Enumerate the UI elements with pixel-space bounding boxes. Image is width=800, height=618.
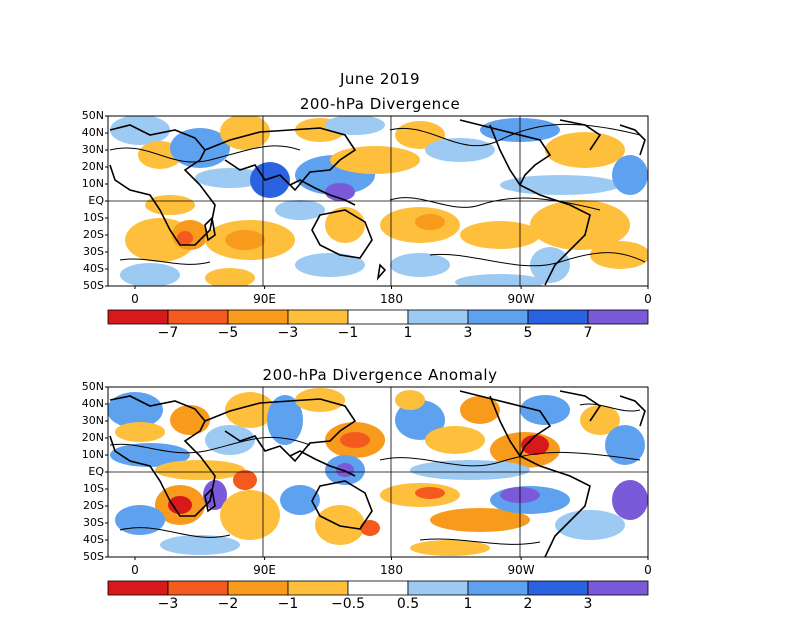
colorbar-swatch — [287, 309, 349, 325]
colorbar-swatch — [407, 309, 469, 325]
lat-label: 30N — [81, 143, 104, 156]
lat-label: 30N — [81, 414, 104, 427]
lat-label: 30S — [83, 245, 104, 258]
lat-label: EQ — [88, 194, 104, 207]
lon-label: 90W — [507, 563, 535, 577]
colorbar-swatch — [467, 580, 529, 596]
panel-2-shading — [108, 388, 648, 556]
lon-label: 180 — [380, 563, 403, 577]
lat-label: 50S — [83, 550, 104, 563]
panel-1-title: 200-hPa Divergence — [299, 95, 461, 113]
lon-label: 0 — [644, 563, 652, 577]
lat-label: 50S — [83, 279, 104, 292]
colorbar-swatch — [587, 309, 649, 325]
panel-2-ticks — [105, 386, 649, 560]
colorbar-label: 2 — [523, 596, 533, 612]
colorbar-swatch — [527, 309, 589, 325]
panel-2-contours — [109, 403, 641, 545]
colorbar-swatch — [527, 580, 589, 596]
panel-2-colorbar — [107, 580, 649, 596]
colorbar-swatch — [227, 309, 289, 325]
colorbar-swatch — [167, 309, 229, 325]
lon-label: 90E — [253, 563, 277, 577]
colorbar-label: −0.5 — [331, 596, 365, 612]
colorbar-swatch — [107, 580, 169, 596]
colorbar-swatch — [407, 580, 469, 596]
lon-label: 0 — [644, 292, 652, 306]
panel-1-map — [108, 116, 648, 286]
lat-label: 10S — [83, 482, 104, 495]
colorbar-label: −3 — [157, 596, 179, 612]
colorbar-label: 7 — [583, 325, 593, 341]
lat-label: 10N — [81, 448, 104, 461]
colorbar-label: 5 — [523, 325, 533, 341]
colorbar-swatch — [467, 309, 529, 325]
lon-label: 90W — [507, 292, 535, 306]
colorbar-swatch — [167, 580, 229, 596]
lat-label: 20S — [83, 228, 104, 241]
panel-1-colorbar — [107, 309, 649, 325]
panel-2-title: 200-hPa Divergence Anomaly — [262, 366, 498, 384]
panel-1-ticks — [105, 115, 649, 289]
colorbar-swatch — [227, 580, 289, 596]
lat-label: 40S — [83, 533, 104, 546]
colorbar-label: −2 — [217, 596, 239, 612]
colorbar-label: 0.5 — [396, 596, 420, 612]
colorbar-label: −5 — [217, 325, 239, 341]
lat-label: 50N — [81, 380, 104, 393]
colorbar-label: −1 — [337, 325, 359, 341]
lat-label: 50N — [81, 109, 104, 122]
colorbar-label: 1 — [403, 325, 413, 341]
lat-label: 40N — [81, 126, 104, 139]
lon-label: 0 — [131, 292, 139, 306]
lat-label: EQ — [88, 465, 104, 478]
lat-label: 20S — [83, 499, 104, 512]
lat-label: 20N — [81, 160, 104, 173]
colorbar-swatch — [587, 580, 649, 596]
lat-label: 10N — [81, 177, 104, 190]
figure-title: June 2019 — [339, 70, 421, 88]
colorbar-label: −1 — [277, 596, 299, 612]
lat-label: 30S — [83, 516, 104, 529]
lon-label: 90E — [253, 292, 277, 306]
panel-2-map — [108, 387, 648, 557]
colorbar-label: 3 — [583, 596, 593, 612]
lat-label: 10S — [83, 211, 104, 224]
panel-1-gridlines — [108, 116, 648, 286]
colorbar-label: −3 — [277, 325, 299, 341]
colorbar-swatch — [107, 309, 169, 325]
colorbar-swatch — [287, 580, 349, 596]
lon-label: 180 — [380, 292, 403, 306]
colorbar-label: −7 — [157, 325, 179, 341]
lat-label: 20N — [81, 431, 104, 444]
lat-label: 40N — [81, 397, 104, 410]
colorbar-swatch — [347, 309, 409, 325]
panel-2-gridlines — [108, 387, 648, 557]
lat-label: 40S — [83, 262, 104, 275]
colorbar-label: 3 — [463, 325, 473, 341]
colorbar-swatch — [347, 580, 409, 596]
lon-label: 0 — [131, 563, 139, 577]
colorbar-label: 1 — [463, 596, 473, 612]
